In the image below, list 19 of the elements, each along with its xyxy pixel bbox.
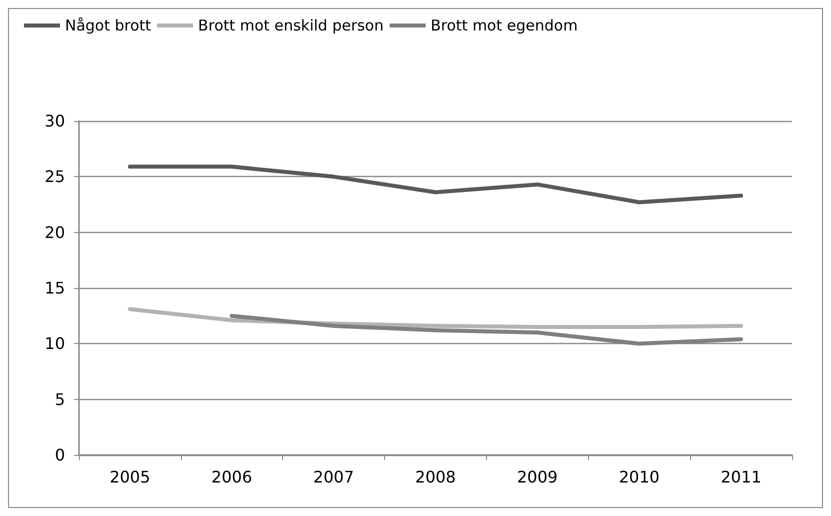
- y-tick-label: 30: [44, 112, 65, 130]
- y-tick-label: 0: [54, 446, 65, 464]
- legend-label: Brott mot enskild person: [198, 16, 384, 34]
- x-tick-label: 2011: [720, 468, 762, 486]
- x-tick-label: 2009: [517, 468, 558, 486]
- legend-label: Brott mot egendom: [430, 16, 578, 34]
- x-tick-label: 2005: [110, 468, 150, 486]
- y-tick-label: 5: [54, 390, 65, 409]
- line-series: [128, 307, 744, 329]
- x-tick-label: 2010: [618, 468, 660, 486]
- x-tick-label: 2007: [313, 468, 354, 486]
- line-series: [128, 164, 744, 204]
- y-tick-label: 10: [44, 334, 65, 354]
- y-tick-label: 15: [44, 278, 65, 298]
- x-tick-label: 2008: [415, 468, 456, 486]
- y-tick-label: 20: [44, 222, 65, 242]
- legend-label: Något brott: [65, 16, 152, 34]
- y-tick-label: 25: [44, 167, 65, 186]
- x-tick-label: 2006: [211, 468, 252, 486]
